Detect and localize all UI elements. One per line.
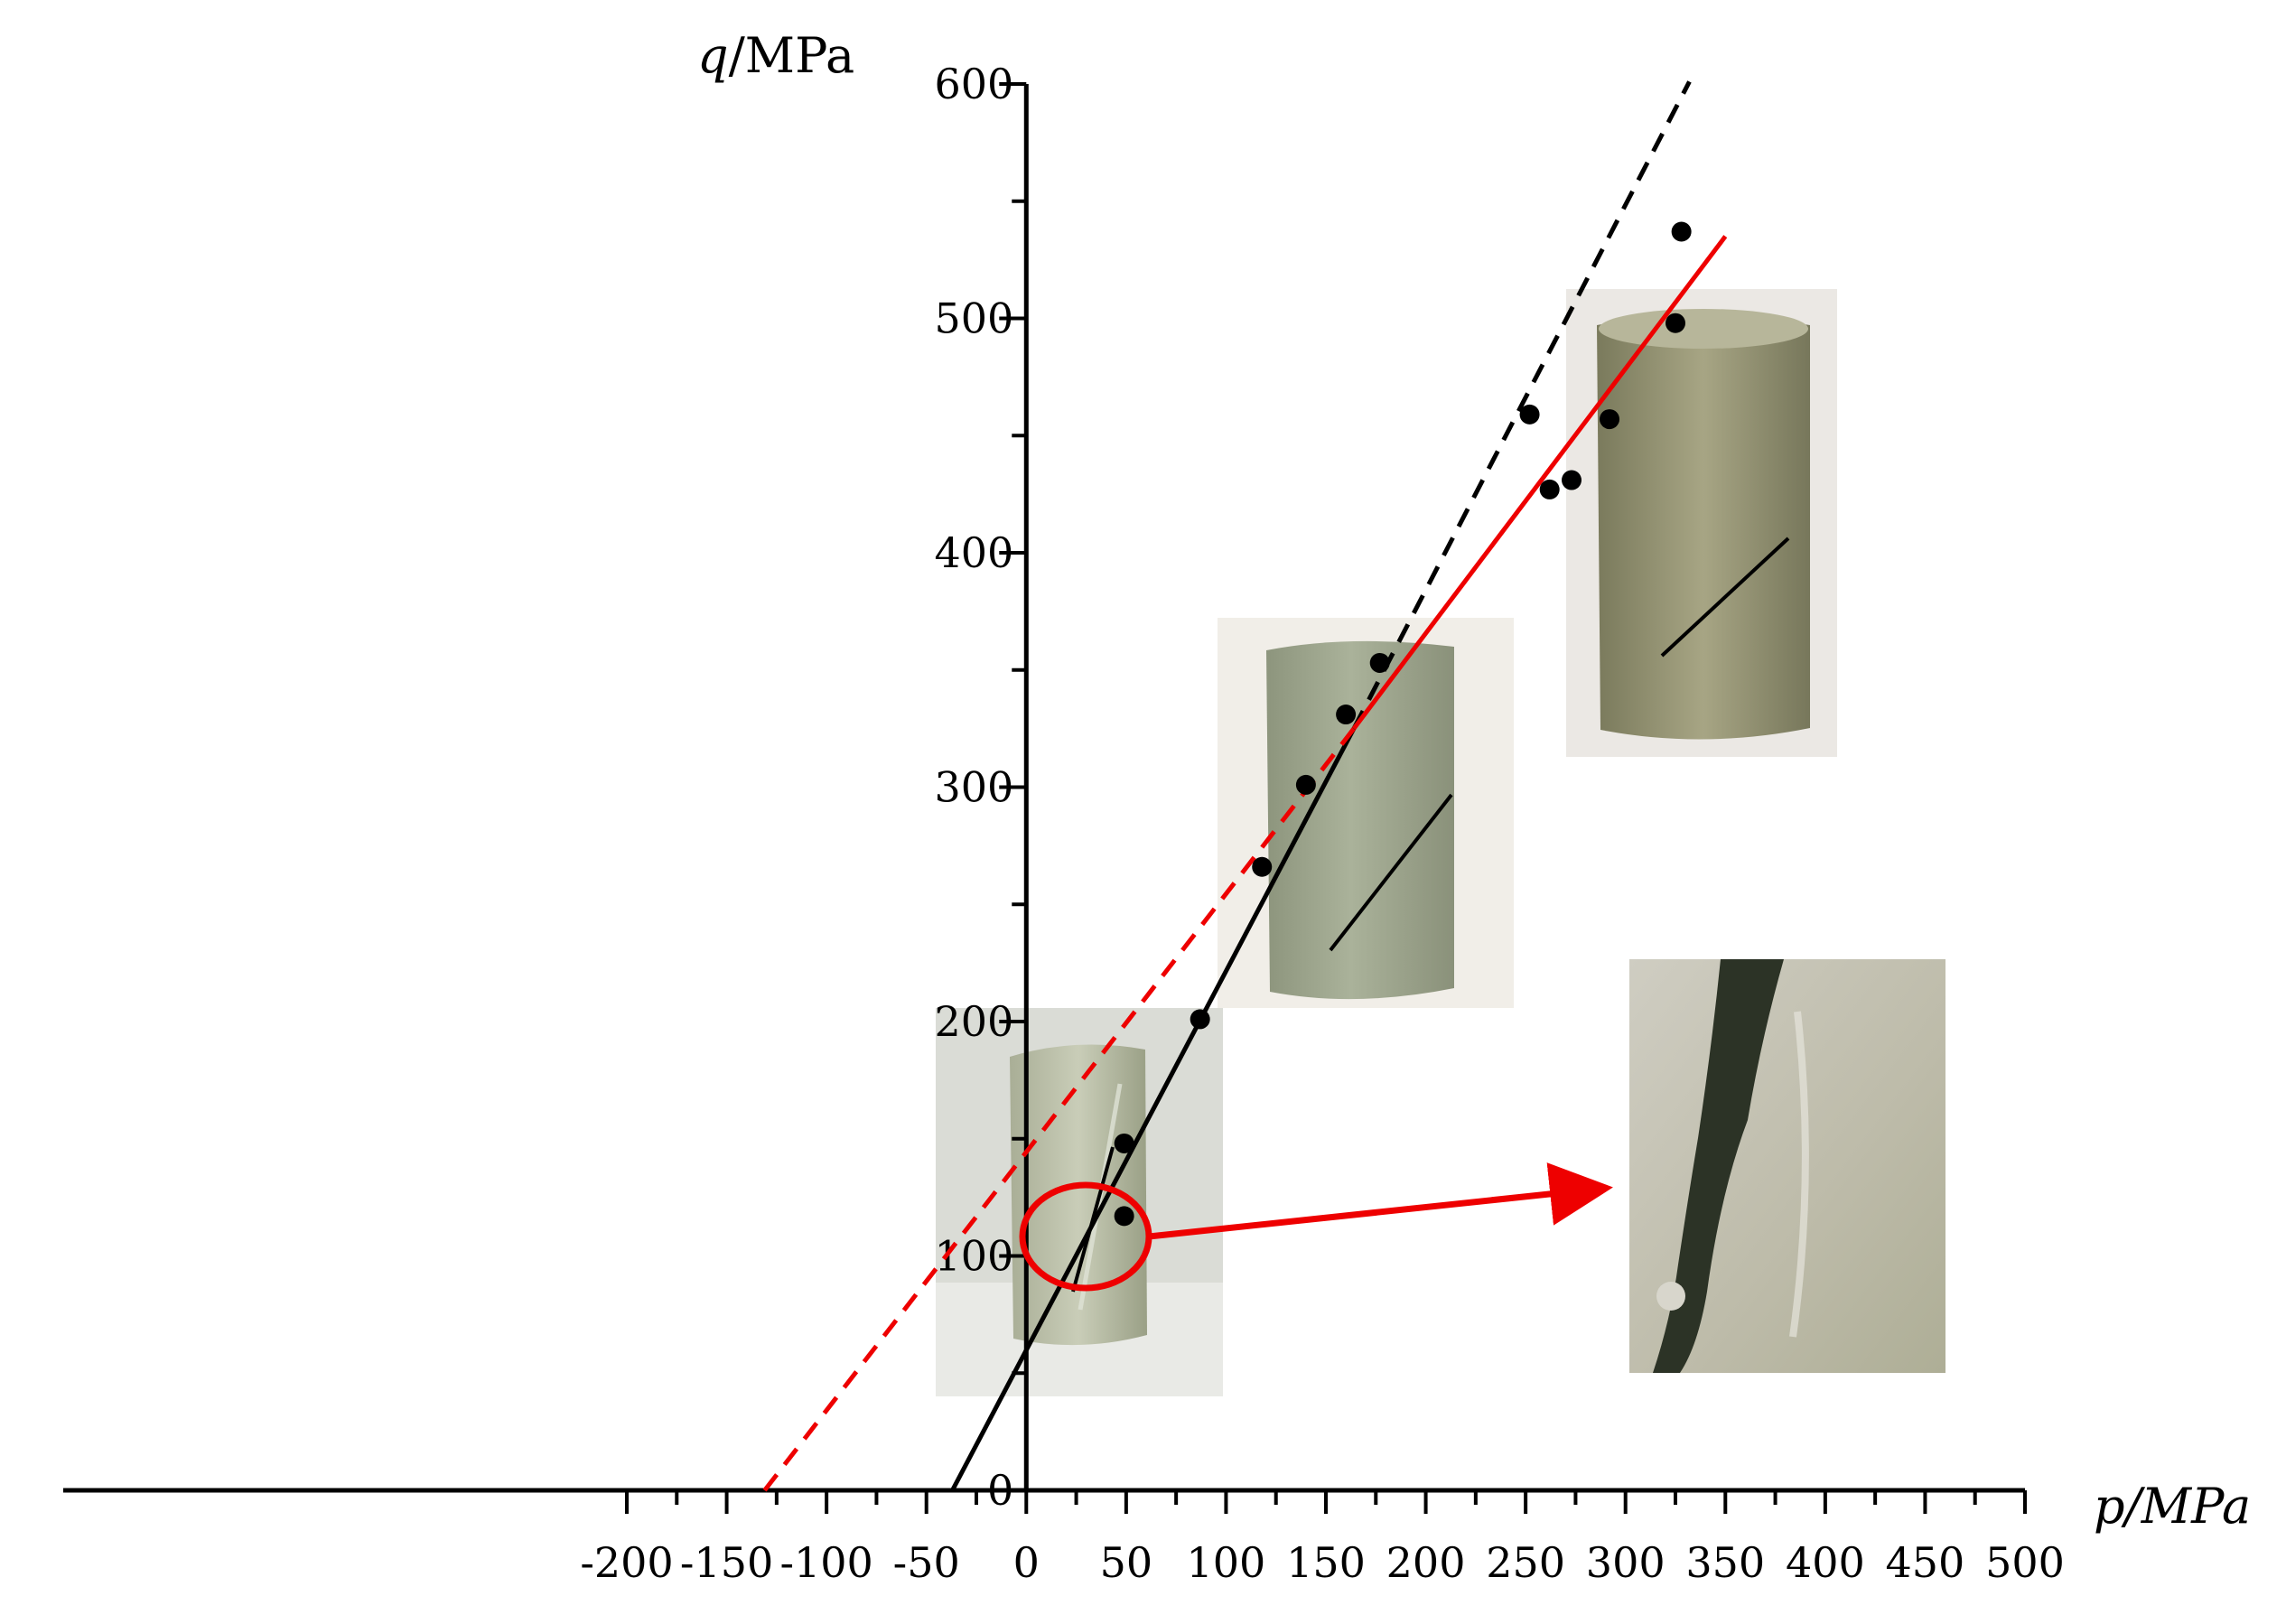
fit-lines bbox=[762, 80, 1728, 1492]
data-point bbox=[1114, 1206, 1134, 1227]
x-axis-title: p/MPa bbox=[2094, 1478, 2251, 1535]
y-axis-title: q/MPa bbox=[697, 27, 854, 84]
x-tick-label: 250 bbox=[1486, 1538, 1565, 1587]
y-tick-label: 200 bbox=[934, 997, 1013, 1046]
x-tick-label: 350 bbox=[1685, 1538, 1765, 1587]
x-tick-label: 0 bbox=[1013, 1538, 1040, 1587]
x-tick-label: 500 bbox=[1985, 1538, 2065, 1587]
x-tick-label: -200 bbox=[580, 1538, 673, 1587]
data-points bbox=[1114, 221, 1692, 1227]
data-point bbox=[1519, 404, 1540, 425]
data-point bbox=[1671, 221, 1692, 242]
x-tick-label: -100 bbox=[779, 1538, 872, 1587]
specimen-photo-low-confinement bbox=[936, 1008, 1223, 1396]
x-tick-label: 50 bbox=[1100, 1538, 1153, 1587]
data-point bbox=[1600, 409, 1620, 430]
fit-line-4 bbox=[1351, 235, 1728, 731]
data-point bbox=[1114, 1133, 1134, 1153]
y-tick-label: 600 bbox=[934, 60, 1013, 108]
y-tick-label: 0 bbox=[987, 1466, 1013, 1515]
x-tick-label: 100 bbox=[1187, 1538, 1266, 1587]
y-tick-label: 500 bbox=[934, 294, 1013, 343]
data-point bbox=[1369, 652, 1390, 673]
x-tick-label: 200 bbox=[1386, 1538, 1466, 1587]
specimen-photo-high-confinement bbox=[1566, 289, 1837, 757]
y-tick-label: 400 bbox=[934, 528, 1013, 577]
annotation-arrow bbox=[1148, 1162, 1613, 1240]
x-tick-label: 300 bbox=[1586, 1538, 1666, 1587]
x-tick-label: -50 bbox=[893, 1538, 960, 1587]
fracture-closeup-photo bbox=[1629, 959, 1945, 1373]
data-point bbox=[1336, 705, 1357, 725]
specimen-photo-mid-confinement bbox=[1218, 618, 1514, 1008]
data-point bbox=[1252, 856, 1273, 877]
fracture-annotation bbox=[1019, 1162, 1613, 1292]
data-point bbox=[1190, 1009, 1210, 1030]
data-point bbox=[1562, 470, 1582, 490]
x-tick-label: 450 bbox=[1886, 1538, 1965, 1587]
x-tick-label: -150 bbox=[680, 1538, 773, 1587]
fit-line-1 bbox=[950, 727, 1357, 1492]
data-point bbox=[1666, 313, 1685, 333]
x-tick-label: 150 bbox=[1286, 1538, 1366, 1587]
fit-line-2 bbox=[1351, 80, 1692, 730]
data-point bbox=[1295, 774, 1316, 795]
x-axis: -200 -150 -100 -50 0 50 100 150 200 250 300 350 400 4… bbox=[63, 1488, 2065, 1587]
y-tick-label: 300 bbox=[934, 763, 1013, 812]
x-tick-label: 400 bbox=[1786, 1538, 1865, 1587]
data-point bbox=[1539, 479, 1560, 499]
